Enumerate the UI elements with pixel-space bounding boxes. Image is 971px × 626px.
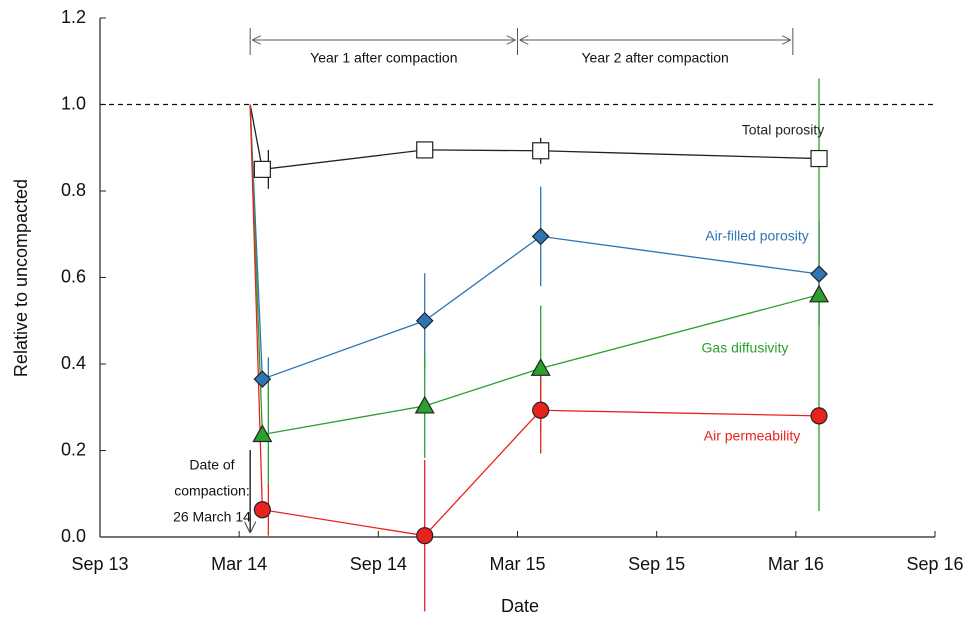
series-line [249, 104, 820, 537]
marker [810, 265, 828, 283]
marker [809, 284, 830, 303]
series-label: Gas diffusivity [702, 340, 789, 356]
marker [415, 311, 434, 330]
compaction-label: Date of [189, 457, 234, 473]
y-tick-label: 0.8 [61, 180, 86, 200]
marker [532, 401, 550, 419]
x-tick-label: Sep 16 [906, 554, 963, 574]
x-tick-label: Mar 14 [211, 554, 267, 574]
marker [531, 227, 550, 246]
y-tick-label: 1.2 [61, 7, 86, 27]
marker [810, 407, 828, 425]
y-tick-label: 0.4 [61, 353, 86, 373]
marker [530, 358, 551, 376]
y-tick-label: 1.0 [61, 93, 86, 113]
series-line [249, 104, 820, 171]
marker [810, 149, 828, 168]
period-label: Year 1 after compaction [310, 50, 457, 66]
series-label: Total porosity [742, 122, 824, 138]
marker [253, 501, 271, 519]
y-tick-label: 0.0 [61, 526, 86, 546]
marker [253, 370, 272, 388]
x-tick-label: Mar 15 [489, 554, 545, 574]
series-label: Air permeability [704, 428, 800, 444]
marker [416, 527, 434, 545]
x-axis-title: Date [501, 596, 539, 616]
x-tick-label: Sep 14 [350, 554, 407, 574]
compaction-label: 26 March 14 [173, 509, 251, 525]
marker [416, 141, 434, 159]
x-tick-label: Mar 16 [768, 554, 824, 574]
y-axis-title: Relative to uncompacted [11, 179, 31, 377]
period-label: Year 2 after compaction [581, 50, 728, 66]
x-tick-label: Sep 15 [628, 554, 685, 574]
marker [252, 424, 273, 443]
y-tick-label: 0.2 [61, 439, 86, 459]
y-tick-label: 0.6 [61, 266, 86, 286]
compaction-label: compaction: [174, 483, 249, 499]
marker [253, 160, 271, 178]
marker [414, 395, 435, 414]
x-tick-label: Sep 13 [71, 554, 128, 574]
series-label: Air-filled porosity [705, 228, 808, 244]
marker [532, 142, 550, 160]
